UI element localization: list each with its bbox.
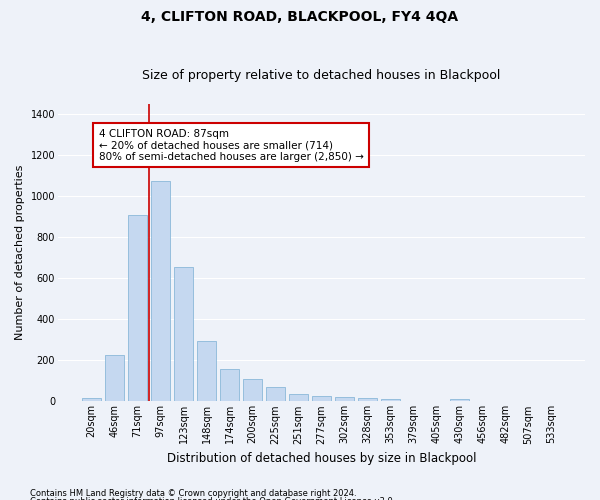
Y-axis label: Number of detached properties: Number of detached properties xyxy=(15,165,25,340)
Bar xyxy=(82,398,101,402)
Text: 4, CLIFTON ROAD, BLACKPOOL, FY4 4QA: 4, CLIFTON ROAD, BLACKPOOL, FY4 4QA xyxy=(142,10,458,24)
Bar xyxy=(380,399,400,402)
Bar xyxy=(358,398,377,402)
Bar xyxy=(174,267,193,402)
Bar xyxy=(266,387,285,402)
Title: Size of property relative to detached houses in Blackpool: Size of property relative to detached ho… xyxy=(142,69,500,82)
Bar xyxy=(220,368,239,402)
Text: 4 CLIFTON ROAD: 87sqm
← 20% of detached houses are smaller (714)
80% of semi-det: 4 CLIFTON ROAD: 87sqm ← 20% of detached … xyxy=(98,128,364,162)
Bar xyxy=(312,396,331,402)
Bar xyxy=(197,341,217,402)
Bar xyxy=(151,181,170,402)
Bar xyxy=(128,215,148,402)
X-axis label: Distribution of detached houses by size in Blackpool: Distribution of detached houses by size … xyxy=(167,452,476,465)
Bar xyxy=(289,394,308,402)
Text: Contains HM Land Registry data © Crown copyright and database right 2024.: Contains HM Land Registry data © Crown c… xyxy=(30,488,356,498)
Bar xyxy=(335,398,354,402)
Bar xyxy=(449,400,469,402)
Bar xyxy=(243,379,262,402)
Bar xyxy=(105,355,124,402)
Text: Contains public sector information licensed under the Open Government Licence v3: Contains public sector information licen… xyxy=(30,497,395,500)
